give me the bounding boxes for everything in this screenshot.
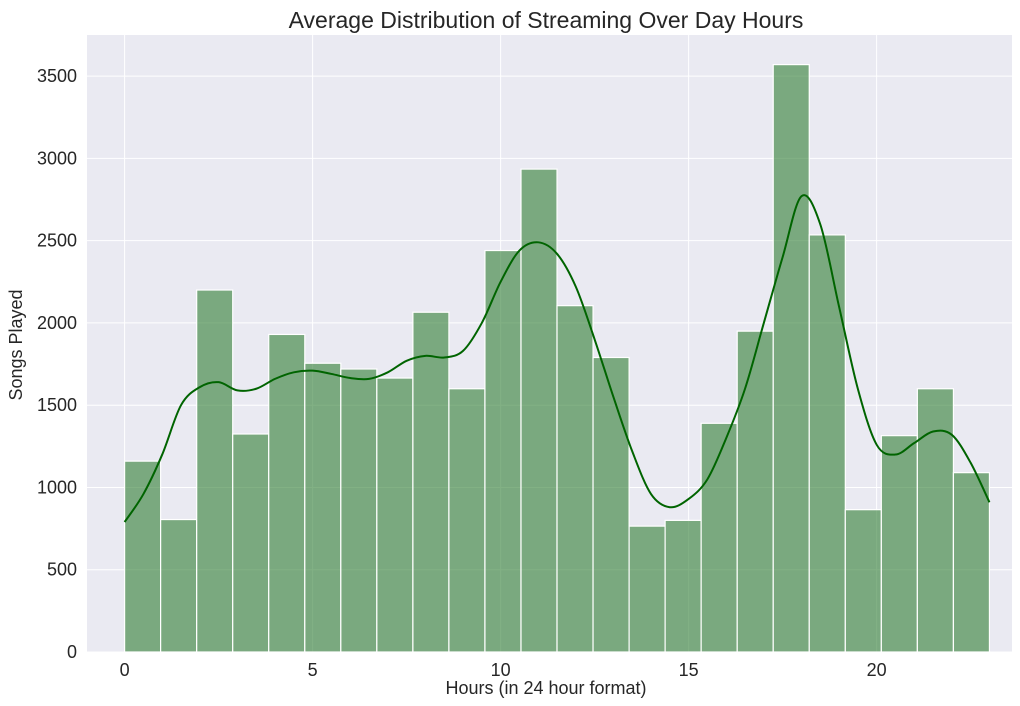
y-tick-label: 3000	[37, 148, 77, 168]
histogram-bar	[628, 525, 666, 653]
y-tick-label: 1000	[37, 477, 77, 497]
histogram-bar	[124, 460, 162, 653]
histogram-bar	[520, 168, 558, 653]
x-axis-label: Hours (in 24 hour format)	[445, 678, 646, 698]
y-tick-label: 1500	[37, 395, 77, 415]
chart-title: Average Distribution of Streaming Over D…	[289, 7, 804, 33]
histogram-bar	[340, 368, 378, 653]
histogram-bar	[736, 330, 774, 653]
histogram-bar	[592, 356, 630, 653]
x-tick-label: 0	[120, 660, 130, 680]
y-tick-label: 0	[67, 642, 77, 662]
histogram-bar	[376, 377, 414, 653]
histogram-bar	[664, 519, 702, 653]
x-axis-ticks: 0 5 10 15 20	[120, 660, 887, 680]
histogram-bar	[304, 362, 342, 653]
histogram-bar	[844, 509, 882, 653]
histogram-bar	[232, 433, 270, 653]
y-axis-ticks: 0 500 1000 1500 2000 2500 3000 3500	[37, 66, 77, 662]
histogram-bar	[700, 422, 738, 653]
histogram-bar	[556, 305, 594, 653]
x-tick-label: 10	[491, 660, 511, 680]
histogram-bar	[916, 388, 955, 653]
histogram-bar	[160, 518, 198, 653]
y-tick-label: 2000	[37, 313, 77, 333]
histogram-bars	[124, 64, 991, 653]
x-tick-label: 5	[308, 660, 318, 680]
histogram-bar	[880, 435, 918, 653]
histogram-bar	[484, 249, 522, 653]
histogram-bar	[448, 388, 486, 653]
x-tick-label: 20	[867, 660, 887, 680]
y-tick-label: 3500	[37, 66, 77, 86]
histogram-bar	[772, 64, 810, 653]
histogram-bar	[808, 234, 846, 653]
y-axis-label: Songs Played	[6, 289, 26, 400]
kde-curve	[123, 194, 991, 523]
x-tick-label: 15	[679, 660, 699, 680]
histogram-bar	[196, 289, 234, 653]
histogram-bar	[412, 311, 450, 653]
y-tick-label: 500	[47, 560, 77, 580]
histogram-bar	[268, 333, 306, 653]
y-tick-label: 2500	[37, 231, 77, 251]
histogram-bar	[952, 472, 991, 653]
